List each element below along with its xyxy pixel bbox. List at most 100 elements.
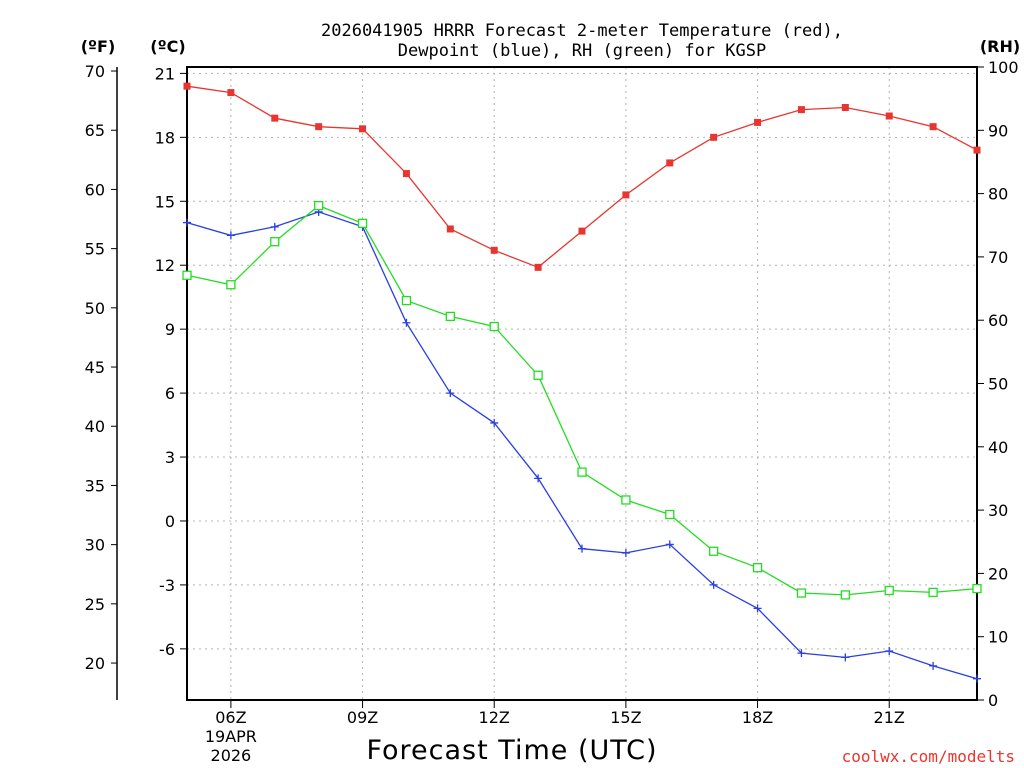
dewpoint-point — [973, 674, 981, 683]
dewpoint-point — [402, 318, 411, 327]
x-tick-label: 15Z — [610, 708, 641, 727]
source-credit: coolwx.com/modelts — [842, 747, 1015, 766]
x-axis-label: Forecast Time (UTC) — [366, 735, 657, 766]
dewpoint-point — [929, 661, 938, 670]
temperature-point — [710, 133, 718, 141]
fahrenheit-tick-label: 25 — [85, 595, 105, 614]
temperature-point — [885, 112, 893, 120]
rh-point — [226, 280, 236, 290]
fahrenheit-tick-label: 35 — [85, 476, 105, 495]
fahrenheit-tick-label: 20 — [85, 654, 105, 673]
temperature-point — [359, 125, 367, 133]
temperature-point — [315, 123, 323, 131]
rh-point — [884, 585, 894, 596]
temperature-point — [622, 191, 630, 199]
rh-point — [709, 546, 719, 556]
rh-tick-label: 50 — [988, 375, 1008, 394]
rh-tick-label: 60 — [988, 311, 1008, 330]
chart-title-line1: 2026041905 HRRR Forecast 2-meter Tempera… — [321, 21, 843, 41]
dewpoint-point — [665, 540, 674, 549]
fahrenheit-tick-label: 55 — [85, 240, 105, 259]
dewpoint-point — [797, 649, 806, 658]
dewpoint-point — [490, 418, 499, 427]
rh-point — [182, 270, 192, 280]
rh-line — [186, 204, 978, 596]
fahrenheit-tick-label: 70 — [85, 62, 105, 81]
x-tick-label: 18Z — [742, 708, 773, 727]
celsius-tick-label: 0 — [165, 512, 175, 531]
dewpoint-point — [578, 544, 586, 553]
rh-point — [621, 495, 631, 505]
temperature-point — [183, 82, 191, 90]
celsius-tick-label: 12 — [155, 256, 175, 275]
fahrenheit-tick-label: 60 — [85, 180, 105, 199]
fahrenheit-tick-label: 40 — [85, 417, 105, 436]
rh-tick-label: 0 — [988, 691, 998, 710]
temperature-point — [973, 146, 981, 154]
dewpoint-series — [183, 207, 981, 683]
temperature-point — [841, 103, 849, 111]
temperature-point — [754, 118, 762, 126]
dewpoint-point — [270, 222, 279, 231]
dewpoint-point — [226, 231, 235, 240]
rh-point — [489, 321, 499, 332]
rh-tick-label: 70 — [988, 248, 1008, 267]
celsius-tick-label: -6 — [159, 640, 175, 659]
x-tick-label: 09Z — [347, 708, 378, 727]
temperature-line — [186, 85, 978, 269]
rh-point — [840, 590, 850, 600]
rh-point — [928, 587, 938, 598]
rh-point — [533, 370, 543, 380]
celsius-tick-label: 18 — [155, 128, 175, 147]
rh-point — [752, 563, 763, 573]
rh-point — [577, 467, 587, 477]
dewpoint-point — [534, 474, 543, 483]
celsius-tick-label: 3 — [165, 448, 175, 467]
celsius-tick-label: 9 — [165, 320, 175, 339]
x-year-label: 2026 — [211, 746, 252, 765]
rh-point — [270, 237, 280, 247]
temperature-point — [227, 89, 235, 97]
rh-tick-label: 20 — [988, 564, 1008, 583]
gridlines — [187, 67, 977, 700]
fahrenheit-tick-label: 50 — [85, 299, 105, 318]
chart-title-line2: Dewpoint (blue), RH (green) for KGSP — [398, 41, 766, 61]
rh-point — [665, 509, 675, 520]
rh-tick-label: 100 — [988, 58, 1019, 77]
rh-tick-label: 40 — [988, 438, 1008, 457]
x-date-label: 19APR — [205, 727, 257, 746]
rh-tick-label: 80 — [988, 185, 1008, 204]
series-layer — [182, 82, 982, 683]
dewpoint-point — [709, 580, 718, 589]
fahrenheit-unit-label: (ºF) — [81, 37, 116, 56]
celsius-unit-label: (ºC) — [150, 37, 185, 56]
dewpoint-point — [841, 653, 850, 662]
dewpoint-point — [885, 646, 894, 655]
dewpoint-point — [183, 218, 191, 227]
rh-series — [182, 200, 982, 600]
rh-tick-label: 90 — [988, 121, 1008, 140]
x-tick-label: 21Z — [874, 708, 905, 727]
x-tick-label: 12Z — [479, 708, 510, 727]
rh-tick-label: 10 — [988, 628, 1008, 647]
rh-tick-label: 30 — [988, 501, 1008, 520]
temperature-point — [402, 170, 410, 178]
temperature-point — [534, 263, 542, 271]
plot-frame — [186, 66, 978, 701]
temperature-point — [578, 227, 586, 235]
dewpoint-line — [186, 211, 978, 680]
temperature-point — [929, 123, 937, 131]
fahrenheit-tick-label: 30 — [85, 536, 105, 555]
celsius-tick-label: -3 — [159, 576, 175, 595]
rh-unit-label: (RH) — [980, 37, 1020, 56]
dewpoint-point — [753, 604, 762, 613]
fahrenheit-tick-label: 65 — [85, 121, 105, 140]
rh-point — [357, 218, 368, 229]
rh-point — [401, 295, 412, 306]
celsius-tick-label: 21 — [155, 64, 175, 83]
temperature-point — [797, 106, 805, 114]
rh-point — [972, 583, 982, 594]
rh-point — [796, 588, 807, 598]
celsius-tick-label: 15 — [155, 192, 175, 211]
